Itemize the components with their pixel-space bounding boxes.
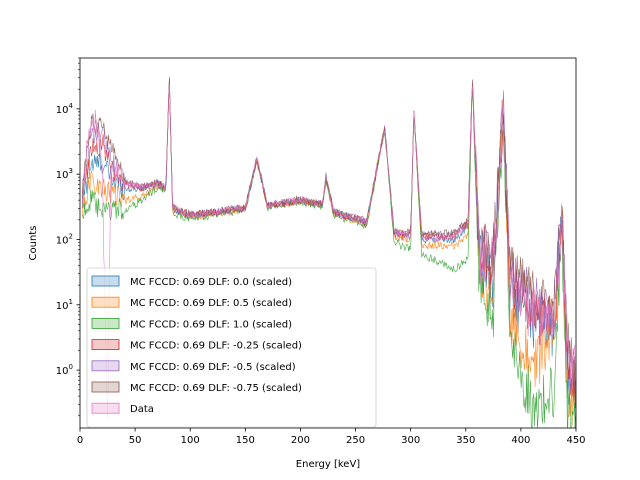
x-tick-label: 450 bbox=[566, 435, 585, 446]
x-axis-label: Energy [keV] bbox=[296, 459, 361, 470]
x-tick-label: 150 bbox=[236, 435, 255, 446]
y-tick-label: 100 bbox=[56, 363, 73, 377]
legend: MC FCCD: 0.69 DLF: 0.0 (scaled) MC FCCD: … bbox=[86, 267, 377, 428]
legend-label: MC FCCD: 0.69 DLF: -0.75 (scaled) bbox=[130, 383, 302, 394]
legend-label: MC FCCD: 0.69 DLF: 0.5 (scaled) bbox=[130, 298, 292, 309]
x-tick-label: 400 bbox=[511, 435, 530, 446]
legend-swatch bbox=[91, 402, 120, 414]
y-tick-label: 102 bbox=[56, 232, 73, 246]
legend-swatch bbox=[91, 317, 120, 329]
x-tick-label: 250 bbox=[346, 435, 365, 446]
legend-swatch bbox=[91, 339, 120, 351]
x-axis: 0 50 100 150 200 250 300 350 400 450 bbox=[77, 428, 586, 446]
y-axis: 100 101 102 103 104 bbox=[56, 57, 80, 417]
y-axis-label: Counts bbox=[28, 226, 39, 261]
series-line bbox=[81, 83, 576, 421]
legend-frame bbox=[86, 267, 377, 428]
legend-label: MC FCCD: 0.69 DLF: -0.25 (scaled) bbox=[130, 341, 302, 352]
y-tick-label: 101 bbox=[56, 298, 73, 312]
y-tick-label: 104 bbox=[56, 102, 74, 116]
x-tick-label: 300 bbox=[401, 435, 420, 446]
series-layer bbox=[81, 76, 576, 428]
x-tick-label: 0 bbox=[77, 435, 83, 446]
legend-label: Data bbox=[130, 404, 154, 415]
legend-swatch bbox=[91, 275, 120, 287]
x-tick-label: 200 bbox=[291, 435, 310, 446]
x-tick-label: 350 bbox=[456, 435, 475, 446]
x-tick-label: 50 bbox=[129, 435, 142, 446]
legend-label: MC FCCD: 0.69 DLF: -0.5 (scaled) bbox=[130, 362, 296, 373]
plot-frame bbox=[79, 57, 577, 429]
legend-swatch bbox=[91, 381, 120, 393]
x-tick-label: 100 bbox=[181, 435, 200, 446]
legend-label: MC FCCD: 0.69 DLF: 0.0 (scaled) bbox=[130, 277, 292, 288]
legend-label: MC FCCD: 0.69 DLF: 1.0 (scaled) bbox=[130, 319, 292, 330]
y-tick-label: 103 bbox=[56, 167, 73, 181]
legend-swatch bbox=[91, 296, 120, 308]
legend-swatch bbox=[91, 360, 120, 372]
